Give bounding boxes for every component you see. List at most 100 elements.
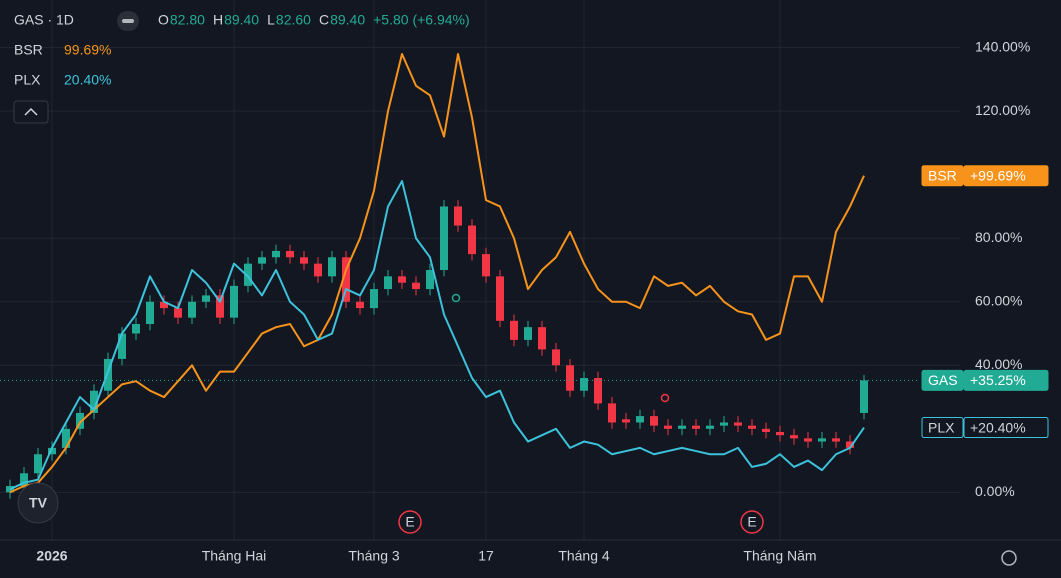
candle-body [174, 308, 182, 318]
candle-body [258, 257, 266, 264]
compare-line [9, 180, 865, 491]
candle-body [244, 263, 252, 286]
y-tick-label: 120.00% [975, 102, 1030, 118]
candle-body [90, 390, 98, 413]
y-tick-label: 140.00% [975, 38, 1030, 54]
candle-body [734, 422, 742, 426]
x-tick-label: 2026 [36, 548, 67, 564]
settings-icon[interactable] [1001, 550, 1017, 566]
axis-label-name: GAS [928, 372, 958, 388]
candle-body [230, 285, 238, 318]
earnings-event[interactable] [398, 510, 422, 534]
candle-body [524, 327, 532, 340]
collapse-button[interactable] [13, 100, 49, 124]
candle-body [286, 250, 294, 258]
axis-label-value: +20.40% [970, 419, 1026, 435]
signal-marker [660, 393, 670, 403]
earnings-icon: E [747, 514, 756, 530]
candle-body [510, 320, 518, 340]
ohlc-value: 89.40 [330, 12, 365, 28]
candle-body [622, 419, 630, 423]
candle-body [720, 422, 728, 426]
candle-body [342, 257, 350, 302]
candle-body [146, 301, 154, 324]
candle-body [118, 333, 126, 359]
candle-body [860, 380, 868, 413]
axis-label-name: BSR [928, 167, 957, 183]
candle-body [678, 425, 686, 429]
candle-body [538, 327, 546, 350]
candle-body [482, 254, 490, 277]
legend-name: BSR [14, 42, 43, 58]
candle-body [328, 257, 336, 277]
ohlc-value: 82.60 [276, 12, 311, 28]
candle-body [846, 441, 854, 448]
candle-body [664, 425, 672, 429]
earnings-event[interactable] [740, 510, 764, 534]
candle-body [636, 416, 644, 423]
candle-body [202, 295, 210, 302]
y-tick-label: 0.00% [975, 483, 1015, 499]
ohlc-label: H [213, 12, 223, 28]
axis-label-value: +99.69% [970, 167, 1026, 183]
axis-label-box [921, 165, 964, 187]
y-tick-label: 80.00% [975, 229, 1022, 245]
candle-body [748, 425, 756, 429]
axis-label-box [921, 369, 964, 391]
legend: O 82.80 H 89.40 L 82.60 C 89.40 +5.80 (+6.94%)BS… [14, 12, 470, 88]
candle-body [384, 276, 392, 290]
candle-body [692, 425, 700, 429]
ohlc-label: O [158, 12, 169, 28]
collapse-icon [24, 107, 38, 116]
candle-body [496, 276, 504, 321]
logo[interactable] [17, 482, 59, 524]
x-tick-label: Tháng 3 [348, 548, 400, 564]
legend-value: 99.69% [64, 42, 111, 58]
signal-marker [451, 293, 461, 303]
change-label: +5.80 (+6.94%) [373, 12, 470, 28]
candle-body [804, 438, 812, 442]
axis-label-box [963, 165, 1049, 187]
candle-body [594, 378, 602, 404]
candle-body [314, 263, 322, 277]
candle-body [818, 438, 826, 442]
candle-body [20, 473, 28, 486]
candle-body [398, 276, 406, 283]
candle-body [188, 301, 196, 318]
candle-body [440, 206, 448, 270]
legend-name: PLX [14, 72, 41, 88]
compare-line [9, 53, 865, 494]
candle-body [468, 225, 476, 255]
candle-body [76, 412, 84, 429]
ohlc-value: 82.80 [170, 12, 205, 28]
ohlc-value: 89.40 [224, 12, 259, 28]
candle-body [776, 432, 784, 436]
candle-body [34, 454, 42, 474]
axis-label-value: +35.25% [970, 372, 1026, 388]
candle-body [832, 438, 840, 442]
candle-body [132, 324, 140, 334]
x-tick-label: Tháng Hai [202, 548, 267, 564]
plot [0, 53, 920, 499]
candle-body [454, 206, 462, 226]
hide-icon [122, 19, 134, 23]
axis-label-box [921, 417, 964, 439]
candle-body [706, 425, 714, 429]
x-tick-label: Tháng 4 [558, 548, 610, 564]
candle-body [216, 295, 224, 318]
x-tick-label: Tháng Năm [743, 548, 816, 564]
earnings-icon: E [405, 514, 414, 530]
x-tick-label: 17 [478, 548, 494, 564]
y-tick-label: 60.00% [975, 292, 1022, 308]
candle-body [566, 365, 574, 391]
candle-body [552, 349, 560, 366]
legend-value: 20.40% [64, 72, 111, 88]
candle-body [412, 282, 420, 290]
candle-body [370, 289, 378, 309]
candle-body [650, 416, 658, 426]
candle-body [790, 435, 798, 439]
candle-body [272, 250, 280, 258]
